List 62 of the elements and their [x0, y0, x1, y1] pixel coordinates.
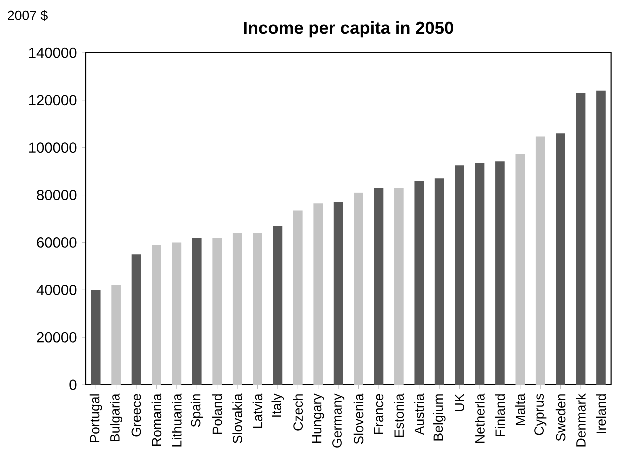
x-tick-label: Ireland — [596, 394, 606, 434]
x-tick-label: Latvia — [252, 394, 263, 428]
x-tick-label: Germany — [332, 394, 345, 448]
bar — [334, 202, 344, 385]
x-tick-label: Netherla — [475, 394, 485, 444]
bar — [112, 285, 121, 385]
bar — [354, 192, 364, 385]
y-tick-label: 80000 — [37, 190, 77, 200]
bar — [212, 238, 222, 385]
x-tick-label: Bulgaria — [110, 394, 123, 442]
x-tick-label: Czech — [293, 394, 304, 431]
x-tick-label: Slovakia — [232, 394, 242, 444]
y-tick-label: 140000 — [29, 48, 77, 58]
bar — [475, 164, 485, 385]
x-tick-label: Estonia — [394, 394, 404, 438]
bar — [192, 238, 202, 385]
x-tick-label: Hungary — [312, 394, 324, 444]
bar — [516, 154, 526, 385]
chart-title: Income per capita in 2050 — [244, 21, 454, 38]
bar — [576, 93, 586, 385]
bar — [273, 226, 283, 385]
x-tick-label: Slovenia — [354, 394, 364, 444]
x-tick-label: Denmark — [576, 394, 586, 447]
x-tick-label: Belgium — [433, 394, 446, 441]
x-tick-label: Poland — [212, 394, 222, 434]
bar — [556, 134, 566, 385]
x-tick-label: Romania — [152, 394, 162, 446]
bar — [152, 245, 162, 385]
y-tick-label: 20000 — [37, 332, 77, 343]
bar — [293, 210, 303, 385]
x-tick-label: Portugal — [90, 394, 102, 442]
y-tick-label: 100000 — [29, 142, 77, 154]
bar — [414, 181, 424, 385]
bar — [232, 233, 242, 385]
y-tick-label: 120000 — [29, 95, 77, 106]
x-tick-label: Malta — [516, 394, 526, 426]
bar — [91, 290, 101, 385]
x-tick-label: Greece — [132, 394, 142, 437]
bar — [596, 90, 606, 385]
y-tick-label: 0 — [70, 380, 77, 390]
x-tick-label: Spain — [190, 394, 204, 428]
x-tick-label: Austria — [414, 394, 424, 436]
x-tick-label: Finland — [495, 394, 506, 436]
y-axis-title: 2007 $ — [8, 10, 48, 22]
x-tick-label: Lithuania — [172, 394, 182, 447]
x-tick-label: Italy — [272, 394, 284, 417]
bar — [132, 254, 142, 385]
bar — [536, 136, 546, 385]
bar — [394, 188, 404, 385]
x-tick-label: Sweden — [556, 394, 566, 442]
bar — [434, 178, 444, 385]
x-tick-label: France — [374, 394, 384, 434]
bar — [496, 162, 505, 385]
bar — [253, 233, 262, 385]
y-tick-label: 40000 — [36, 284, 77, 296]
x-tick-label: UK — [455, 394, 464, 412]
x-tick-label: Cyprus — [534, 394, 547, 436]
bar — [455, 166, 464, 385]
bar — [314, 204, 324, 385]
y-tick-label: 60000 — [37, 238, 77, 248]
bar — [374, 188, 384, 385]
bar — [172, 242, 182, 385]
